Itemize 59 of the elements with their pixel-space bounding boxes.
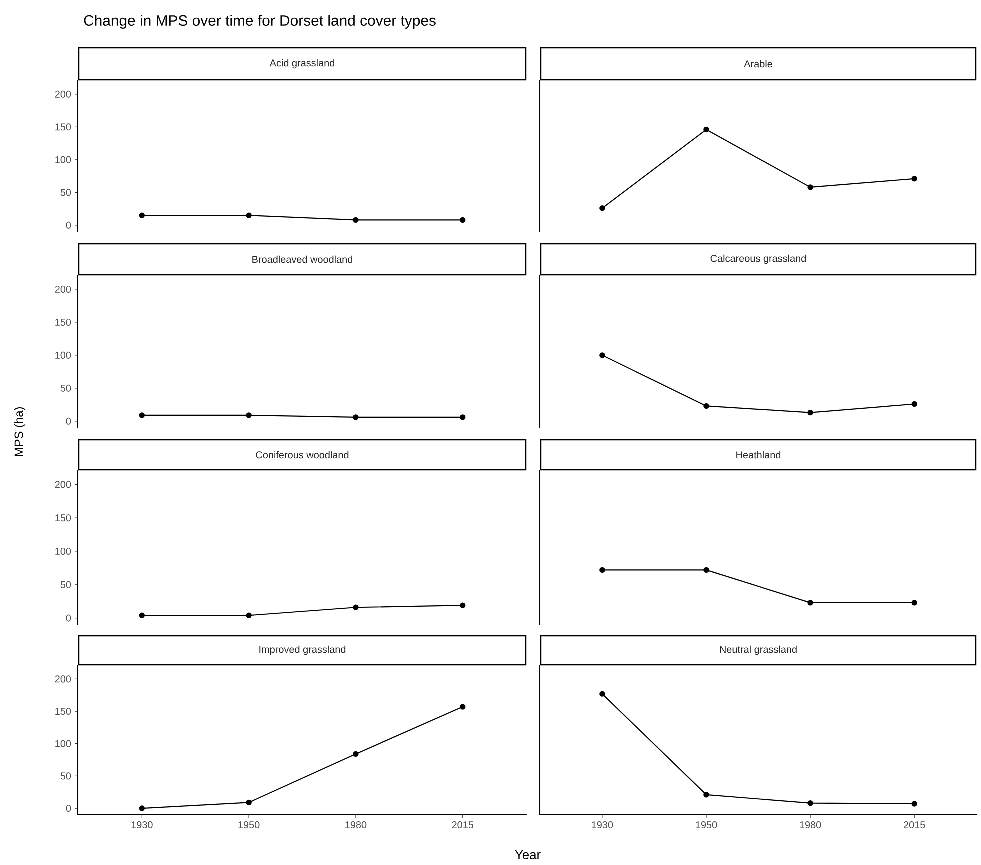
point [353, 604, 359, 610]
y-tick-label: 0 [66, 222, 72, 229]
y-tick-label: 150 [56, 514, 72, 522]
point [139, 806, 146, 812]
point [600, 206, 606, 212]
y-tick-label: 100 [56, 548, 72, 556]
y-tick-label: 50 [60, 189, 72, 196]
y-axis-title: MPS (ha) [14, 408, 26, 456]
point [808, 410, 814, 416]
point [808, 800, 814, 806]
chart-title: Calcareous grassland [710, 254, 806, 264]
x-tick-label: 1980 [800, 822, 822, 829]
y-tick-label: 0 [66, 804, 72, 812]
y-tick-label: 200 [55, 676, 72, 683]
point [460, 704, 466, 710]
point [912, 401, 918, 408]
y-tick-label: 0 [66, 418, 72, 425]
y-tick-label: 200 [55, 90, 72, 98]
y-tick-label: 200 [55, 481, 72, 488]
point [600, 691, 606, 697]
point [139, 612, 146, 618]
y-tick-label: 150 [56, 708, 72, 716]
chart-title: Neutral grassland [720, 646, 797, 656]
point [808, 184, 814, 190]
x-axis-title: Year [515, 850, 541, 860]
point [353, 751, 359, 758]
x-tick-label: 1980 [346, 822, 367, 829]
point [704, 792, 710, 798]
y-tick-label: 0 [66, 614, 72, 622]
point [460, 602, 466, 608]
x-tick-label: 1930 [592, 822, 614, 829]
x-tick-label: 1930 [132, 822, 153, 829]
y-tick-label: 50 [60, 581, 72, 588]
y-tick-label: 50 [60, 384, 72, 392]
point [246, 800, 252, 806]
point [704, 126, 710, 133]
chart-title: Coniferous woodland [256, 451, 349, 459]
chart-title: Acid grassland [270, 59, 335, 69]
y-tick-label: 100 [56, 156, 72, 164]
point [912, 801, 918, 807]
text: Change in MPS over time for Dorset land cover types [84, 15, 436, 29]
y-tick-label: 150 [56, 124, 72, 131]
x-tick-label: 2015 [904, 822, 926, 829]
x-tick-label: 2015 [452, 822, 474, 829]
chart-title: Arable [744, 60, 772, 68]
point [246, 612, 252, 618]
y-tick-label: 200 [55, 286, 72, 294]
point [600, 352, 606, 358]
chart-title: Heathland [736, 451, 781, 459]
chart-title: Improved grassland [260, 646, 346, 656]
point [704, 403, 710, 410]
y-tick-label: 50 [60, 772, 72, 780]
chart-title: Broadleaved woodland [252, 256, 353, 264]
point [912, 176, 918, 182]
x-tick-label: 1950 [696, 822, 718, 829]
y-tick-label: 100 [56, 740, 72, 748]
y-tick-label: 100 [56, 352, 72, 359]
y-tick-label: 150 [56, 318, 72, 326]
x-tick-label: 1950 [238, 822, 260, 829]
